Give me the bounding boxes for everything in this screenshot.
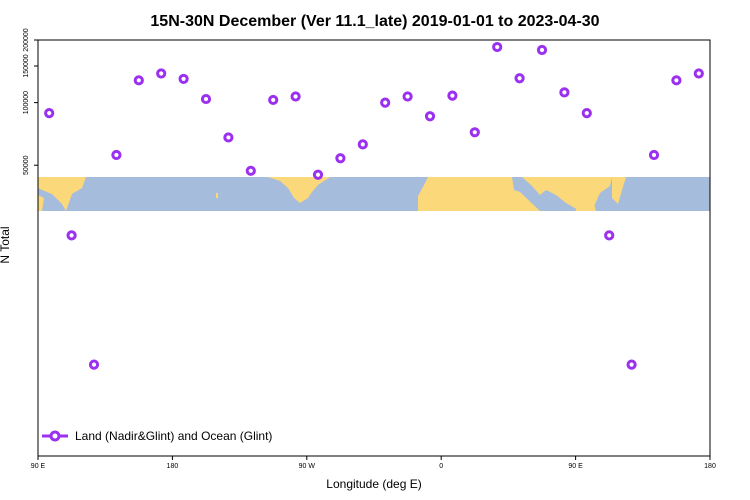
data-point	[447, 90, 458, 101]
land-hawaii	[216, 193, 218, 198]
data-point	[514, 73, 525, 84]
data-point	[88, 359, 100, 370]
data-point	[44, 108, 55, 119]
x-axis-label: Longitude (deg E)	[326, 477, 421, 491]
data-point	[178, 73, 189, 85]
x-axis: 90 E 180 90 W 0 90 E 180	[31, 456, 716, 470]
land-africa	[418, 177, 540, 211]
data-point	[335, 153, 346, 164]
data-point	[133, 75, 144, 86]
data-point	[402, 91, 413, 102]
data-point	[380, 97, 391, 108]
data-point	[671, 75, 682, 86]
x-tick-label: 90 E	[568, 463, 583, 470]
x-tick-label: 90 E	[31, 463, 46, 470]
y-tick-label: 150000	[23, 54, 30, 77]
data-point	[604, 230, 615, 241]
land-arabia	[38, 195, 44, 211]
data-point	[424, 111, 436, 122]
plot-frame	[37, 39, 711, 457]
y-axis-label: N Total	[0, 226, 12, 263]
data-point	[268, 94, 279, 106]
legend: Land (Nadir&Glint) and Ocean (Glint)	[42, 429, 272, 443]
data-point	[245, 165, 256, 176]
data-point	[66, 230, 77, 241]
data-point	[223, 132, 234, 143]
data-point	[492, 41, 503, 53]
map-strip	[38, 177, 710, 211]
data-point	[559, 87, 570, 98]
land-india	[38, 177, 86, 211]
land-mexico	[268, 177, 330, 203]
y-axis: 50000 100000 150000 200000	[23, 28, 38, 175]
data-point	[111, 149, 122, 161]
x-tick-label: 90 W	[299, 463, 316, 470]
y-tick-label: 50000	[23, 155, 30, 175]
data-point	[648, 149, 660, 161]
legend-marker	[49, 430, 61, 442]
data-point	[626, 359, 637, 370]
data-points	[44, 41, 704, 370]
y-tick-label: 100000	[23, 91, 30, 114]
x-tick-label: 180	[167, 463, 179, 470]
data-point	[536, 44, 548, 56]
x-tick-label: 0	[439, 463, 443, 470]
land-india-east	[576, 190, 596, 211]
y-tick-label: 200000	[23, 28, 30, 51]
land-china	[612, 177, 626, 204]
x-tick-label: 180	[704, 463, 716, 470]
data-point	[581, 108, 592, 119]
data-point	[469, 127, 480, 138]
data-point	[156, 68, 167, 79]
data-point	[312, 169, 324, 180]
chart-title: 15N-30N December (Ver 11.1_late) 2019-01…	[150, 13, 599, 30]
data-point	[357, 139, 368, 150]
data-point	[290, 91, 301, 102]
data-point	[200, 93, 212, 105]
legend-label: Land (Nadir&Glint) and Ocean (Glint)	[75, 429, 272, 443]
data-point	[693, 68, 704, 79]
